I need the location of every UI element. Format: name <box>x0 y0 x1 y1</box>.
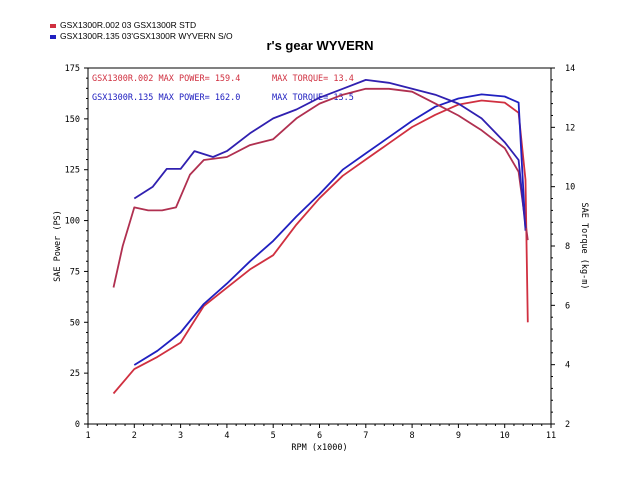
x-tick-label: 11 <box>546 431 556 441</box>
x-tick-label: 4 <box>224 431 229 441</box>
y-left-tick-label: 100 <box>65 217 80 227</box>
y-right-tick-label: 12 <box>565 123 575 133</box>
legend-item: GSX1300R.135 03'GSX1300R WYVERN S/O <box>50 31 233 42</box>
x-tick-label: 5 <box>271 431 276 441</box>
x-tick-label: 7 <box>363 431 368 441</box>
y-left-tick-label: 125 <box>65 166 80 176</box>
legend-item: GSX1300R.002 03 GSX1300R STD <box>50 20 233 31</box>
legend-swatch-red <box>50 23 56 28</box>
y-left-axis-label: SAE Power (PS) <box>53 210 63 282</box>
legend-label-red: GSX1300R.002 03 GSX1300R STD <box>60 20 197 30</box>
y-right-tick-label: 14 <box>565 64 575 74</box>
annotation-blue-power: GSX1300R.135 MAX POWER= 162.0 <box>92 93 241 103</box>
legend-swatch-blue <box>50 34 56 39</box>
y-left-tick-label: 175 <box>65 64 80 74</box>
x-tick-label: 6 <box>317 431 322 441</box>
y-right-tick-label: 8 <box>565 242 570 252</box>
y-left-tick-label: 150 <box>65 115 80 125</box>
annotation-red-torque: MAX TORQUE= 13.4 <box>272 74 354 84</box>
y-right-tick-label: 2 <box>565 420 570 430</box>
series-line-torque-3 <box>133 79 527 229</box>
y-right-axis-label: SAE Torque (kg-m) <box>579 203 589 290</box>
x-tick-label: 3 <box>178 431 183 441</box>
y-left-tick-label: 75 <box>70 267 80 277</box>
chart-title: r's gear WYVERN <box>266 38 374 53</box>
series-line-torque-2 <box>112 87 529 288</box>
y-right-tick-label: 10 <box>565 183 575 193</box>
series-line-power-0 <box>112 99 529 395</box>
x-tick-label: 2 <box>132 431 137 441</box>
plot-frame <box>87 67 552 425</box>
y-left-tick-label: 0 <box>75 420 80 430</box>
x-axis-label: RPM (x1000) <box>291 443 347 453</box>
x-tick-label: 10 <box>500 431 510 441</box>
x-tick-label: 9 <box>456 431 461 441</box>
legend-label-blue: GSX1300R.135 03'GSX1300R WYVERN S/O <box>60 31 233 41</box>
x-tick-label: 1 <box>85 431 90 441</box>
y-left-tick-label: 25 <box>70 369 80 379</box>
series-line-power-1 <box>133 93 527 366</box>
x-tick-label: 8 <box>410 431 415 441</box>
y-left-tick-label: 50 <box>70 318 80 328</box>
annotation-red-power: GSX1300R.002 MAX POWER= 159.4 <box>92 74 241 84</box>
annotation-blue-torque: MAX TORQUE= 13.5 <box>272 93 354 103</box>
y-right-tick-label: 4 <box>565 361 570 371</box>
legend: GSX1300R.002 03 GSX1300R STD GSX1300R.13… <box>50 20 233 42</box>
y-right-tick-label: 6 <box>565 301 570 311</box>
